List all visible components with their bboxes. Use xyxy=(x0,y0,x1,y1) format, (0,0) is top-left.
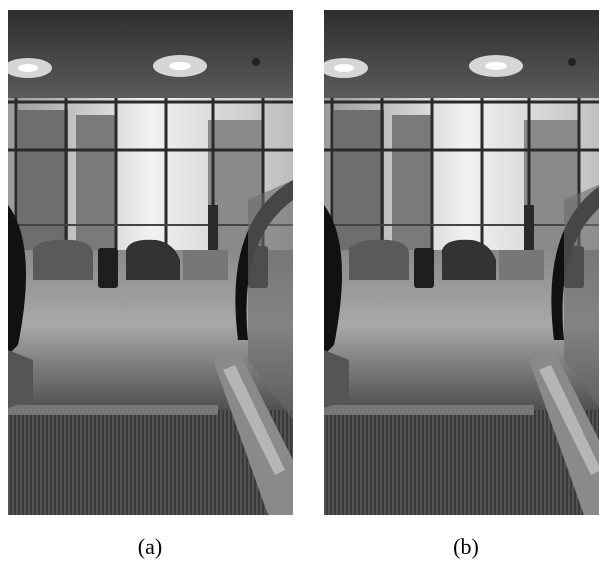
photo xyxy=(320,10,599,515)
photo xyxy=(4,10,293,515)
figure: (a) (b) xyxy=(0,0,599,563)
page: (a) (b) (() => { const data = JSON.parse… xyxy=(0,0,599,563)
caption: (a) xyxy=(138,534,162,559)
caption: (b) xyxy=(453,534,479,559)
